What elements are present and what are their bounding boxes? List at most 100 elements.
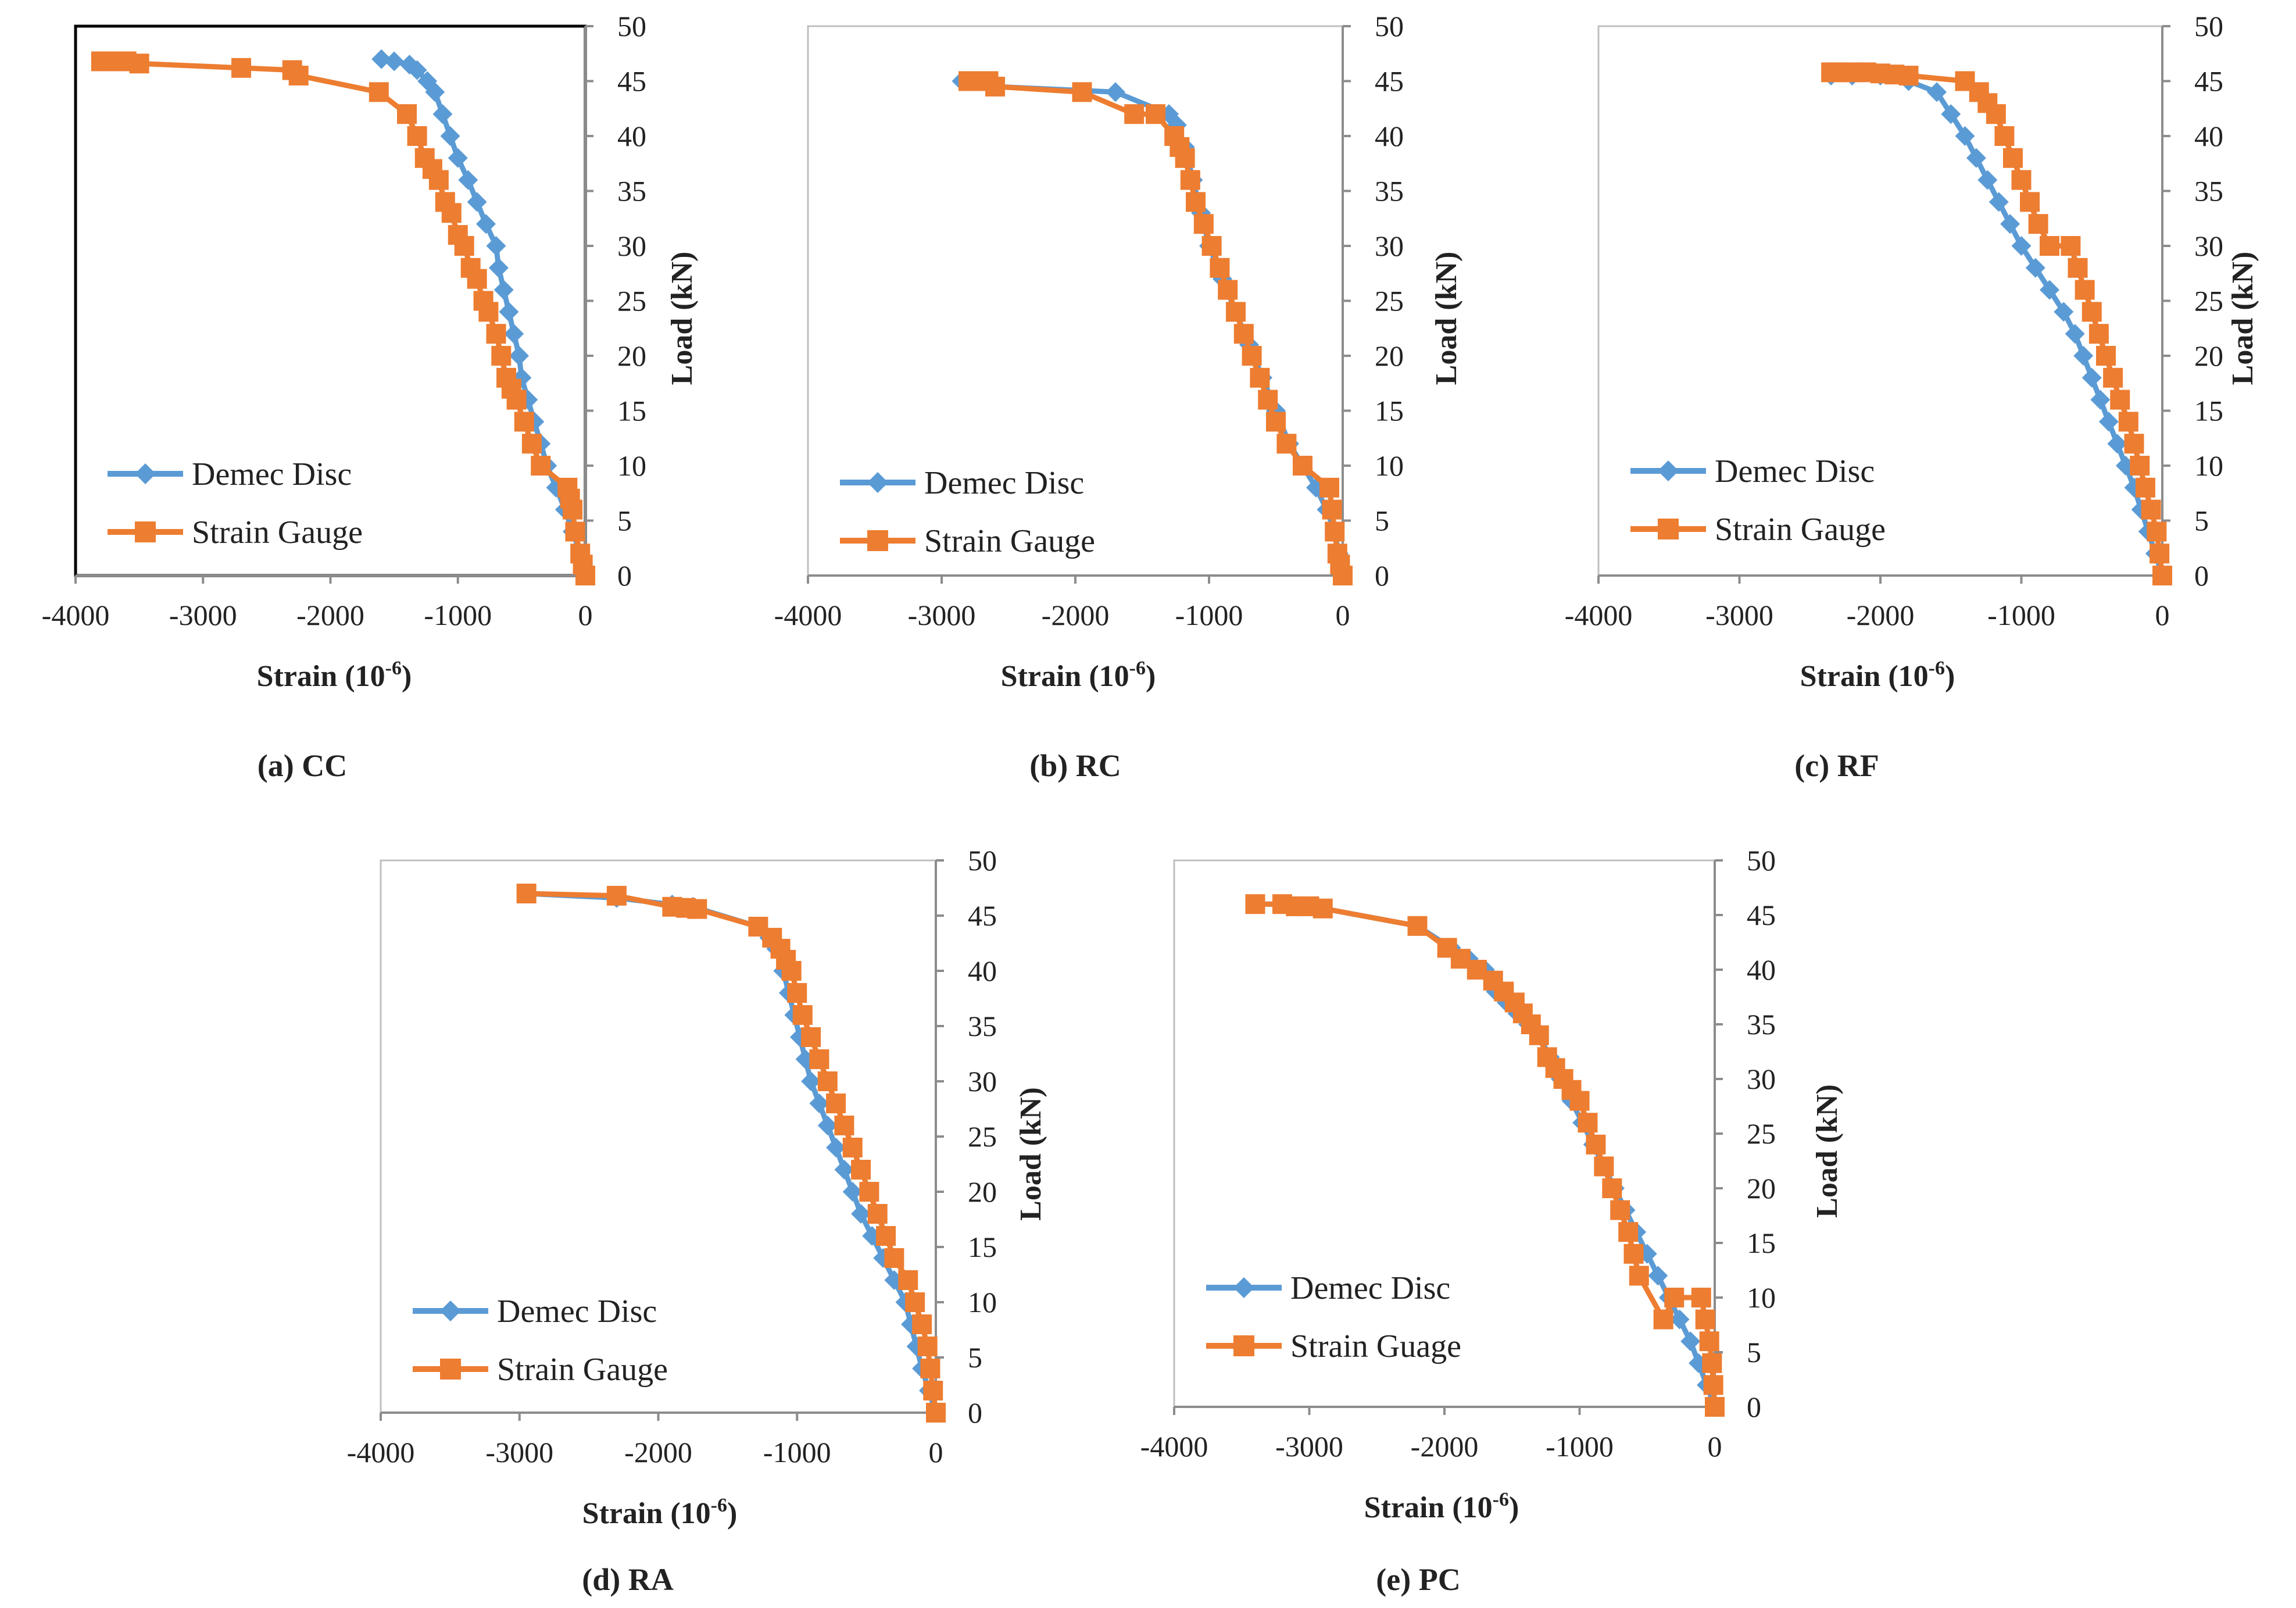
y-tick-label: 40 xyxy=(1747,953,1776,986)
data-point xyxy=(867,1204,888,1224)
data-point xyxy=(2088,324,2109,344)
y-axis-title: Load (kN) xyxy=(1014,1087,1047,1221)
y-tick-label: 10 xyxy=(2194,449,2223,482)
panel-caption: (c) RF xyxy=(1794,748,1879,783)
chart-panel-1: -4000 -3000 -2000 -1000 00 5 10 15 20 25 30 35 40 45 5… xyxy=(42,10,699,783)
data-point xyxy=(2065,324,2085,344)
data-point xyxy=(1124,104,1145,124)
data-point xyxy=(371,49,392,69)
data-point xyxy=(448,148,468,168)
y-tick-label: 20 xyxy=(968,1175,997,1208)
y-tick-label: 5 xyxy=(968,1341,982,1374)
chart-panel-3: -4000 -3000 -2000 -1000 00 5 10 15 20 25 30 35 40 45 5… xyxy=(1565,10,2259,783)
data-point xyxy=(1989,192,2009,212)
data-point xyxy=(2130,456,2150,476)
legend-marker xyxy=(135,521,156,542)
data-point xyxy=(440,126,460,146)
data-point xyxy=(467,192,487,212)
y-tick-label: 10 xyxy=(968,1286,997,1318)
y-tick-label: 10 xyxy=(1747,1281,1776,1314)
data-point xyxy=(460,258,481,278)
legend-label: Demec Disc xyxy=(1715,453,1875,489)
data-point xyxy=(514,412,534,432)
data-point xyxy=(787,983,807,1003)
data-point xyxy=(397,104,417,124)
series-line-strain-gauge xyxy=(1831,69,2165,576)
series-line-strain-gauge xyxy=(526,891,939,1413)
data-point xyxy=(898,1270,918,1290)
legend-marker xyxy=(867,472,888,493)
y-tick-label: 15 xyxy=(1375,395,1404,427)
y-tick-label: 50 xyxy=(1747,844,1776,877)
data-point xyxy=(2082,367,2102,388)
data-point xyxy=(1966,148,1986,168)
data-point xyxy=(1695,1309,1715,1330)
y-axis-title: Load (kN) xyxy=(666,252,699,385)
data-point xyxy=(2054,302,2074,322)
x-tick-label: -1000 xyxy=(1987,599,2055,631)
y-tick-label: 45 xyxy=(968,899,997,932)
x-tick-label: -3000 xyxy=(169,599,237,631)
x-tick-label: -4000 xyxy=(1140,1430,1208,1463)
data-point xyxy=(1193,214,1214,234)
data-point xyxy=(809,1049,829,1069)
y-tick-label: 30 xyxy=(2194,230,2223,262)
data-point xyxy=(1578,1113,1598,1133)
data-point xyxy=(1664,1288,1685,1307)
data-point xyxy=(1210,258,1230,278)
data-point xyxy=(1680,1331,1701,1352)
data-point xyxy=(1653,1309,1673,1330)
x-tick-label: -4000 xyxy=(42,599,110,631)
data-point xyxy=(1702,1353,1722,1373)
data-point xyxy=(1955,126,1975,146)
data-point xyxy=(1618,1222,1639,1242)
data-point xyxy=(435,192,455,212)
y-tick-label: 45 xyxy=(1375,65,1404,98)
data-point xyxy=(859,1182,879,1202)
data-point xyxy=(748,917,768,937)
data-point xyxy=(399,55,420,75)
x-tick-label: 0 xyxy=(2155,599,2170,631)
data-point xyxy=(2090,390,2111,410)
data-point xyxy=(488,258,509,278)
data-point xyxy=(2124,434,2144,454)
y-tick-label: 40 xyxy=(968,955,997,987)
y-tick-label: 5 xyxy=(1747,1336,1761,1368)
data-point xyxy=(231,58,252,78)
data-point xyxy=(2020,192,2040,212)
data-point xyxy=(1691,1288,1711,1307)
y-tick-label: 25 xyxy=(1747,1117,1776,1150)
y-tick-label: 40 xyxy=(1375,120,1404,152)
x-tick-label: -3000 xyxy=(1275,1430,1343,1463)
y-tick-label: 15 xyxy=(617,395,646,427)
chart-panel-2: -4000 -3000 -2000 -1000 00 5 10 15 20 25 30 35 40 45 5… xyxy=(774,10,1463,783)
y-tick-label: 35 xyxy=(617,175,646,208)
y-tick-label: 25 xyxy=(1375,285,1404,317)
y-tick-label: 25 xyxy=(2194,285,2223,317)
data-point xyxy=(1325,521,1345,542)
x-axis-title: Strain (10-6) xyxy=(1001,658,1156,693)
legend-marker xyxy=(1233,1277,1254,1298)
data-point xyxy=(1594,1156,1614,1177)
data-point xyxy=(1245,894,1265,914)
data-point xyxy=(834,1116,854,1135)
data-point xyxy=(1146,104,1165,124)
data-point xyxy=(1610,1200,1630,1220)
data-point xyxy=(1669,1309,1690,1330)
data-point xyxy=(1699,1331,1719,1352)
y-tick-label: 45 xyxy=(617,65,646,98)
data-point xyxy=(448,225,468,245)
x-tick-label: -4000 xyxy=(774,599,842,631)
data-point xyxy=(917,1337,938,1356)
data-point xyxy=(801,1027,821,1047)
data-point xyxy=(817,1116,838,1135)
data-point xyxy=(531,456,551,476)
data-point xyxy=(493,280,514,300)
chart-panel-5: -4000 -3000 -2000 -1000 00 5 10 15 20 25 30 35 40 45 5… xyxy=(1140,844,1844,1597)
y-axis-title: Load (kN) xyxy=(1430,252,1463,385)
y-tick-label: 45 xyxy=(2194,65,2223,98)
y-tick-label: 5 xyxy=(1375,505,1389,537)
legend-label: Strain Gauge xyxy=(497,1352,668,1388)
